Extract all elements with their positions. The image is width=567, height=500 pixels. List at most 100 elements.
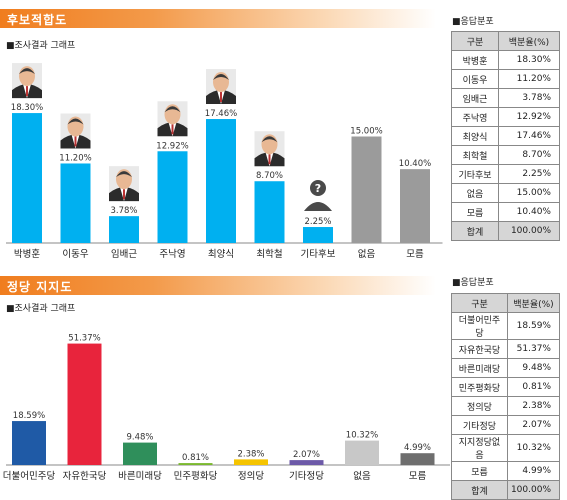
table-cell-category: 합계 xyxy=(451,480,508,500)
section-banner-candidate: 후보적합도 xyxy=(0,9,436,28)
bar-group: 18.59% 더불어민주당 xyxy=(3,411,56,482)
table-row: 민주평화당 0.81% xyxy=(451,377,561,397)
category-label: 임배근 xyxy=(111,248,137,260)
table-row: 모름 10.40% xyxy=(451,202,560,222)
table-header-percent: 백분율(%) xyxy=(506,293,561,313)
table-cell-category: 자유한국당 xyxy=(451,339,508,359)
unknown-body xyxy=(304,202,332,212)
bar-group: 10.40% 모름 xyxy=(399,159,431,260)
category-label: 더불어민주당 xyxy=(3,471,56,482)
table-cell-percent: 2.07% xyxy=(506,415,561,435)
table-cell-percent: 18.30% xyxy=(498,50,560,70)
table-cell-percent: 17.46% xyxy=(498,126,560,146)
data-label: 15.00% xyxy=(350,127,382,137)
table-cell-category: 주낙영 xyxy=(451,107,499,127)
table-cell-category: 최양식 xyxy=(451,126,499,146)
data-label: 18.30% xyxy=(11,103,43,113)
table-cell-category: 이동우 xyxy=(451,69,499,89)
bar-group: 17.46% 최양식 xyxy=(205,69,237,260)
data-label: 3.78% xyxy=(110,206,137,216)
table-row: 모름 4.99% xyxy=(451,461,561,481)
data-label: 9.48% xyxy=(126,433,153,443)
table-cell-category: 합계 xyxy=(451,221,499,241)
table-row: 기타정당 2.07% xyxy=(451,415,561,435)
category-label: 바른미래당 xyxy=(118,471,162,482)
table-row: 더불어민주당 18.59% xyxy=(451,312,561,340)
table-row: 지지정당없음 10.32% xyxy=(451,434,561,462)
portrait-hair xyxy=(19,68,35,75)
portrait-hair xyxy=(116,171,132,178)
category-label: 기타후보 xyxy=(301,249,336,260)
category-label: 기타정당 xyxy=(289,471,324,482)
bar xyxy=(12,113,42,243)
bar xyxy=(400,453,435,465)
table-cell-category: 기타후보 xyxy=(451,164,499,184)
category-label: 모름 xyxy=(409,471,427,482)
bar xyxy=(234,459,268,465)
section-title: 정당 지지도 xyxy=(7,280,73,294)
bar xyxy=(345,440,379,465)
category-label: 최양식 xyxy=(208,249,234,260)
section-title: 후보적합도 xyxy=(7,13,68,27)
bar-group: 0.81% 민주평화당 xyxy=(174,453,218,482)
portrait-hair xyxy=(213,74,229,81)
table-cell-category: 임배근 xyxy=(451,88,499,108)
table-row: 최양식 17.46% xyxy=(451,126,560,146)
portrait-hair xyxy=(67,118,84,125)
category-label: 이동우 xyxy=(62,249,88,260)
table-cell-category: 없음 xyxy=(451,183,499,203)
table-cell-percent: 4.99% xyxy=(506,461,561,481)
table-cell-percent: 2.38% xyxy=(506,396,561,416)
table-cell-percent: 12.92% xyxy=(498,107,560,127)
table-row: 기타후보 2.25% xyxy=(451,164,560,184)
bar-group: 9.48% 바른미래당 xyxy=(118,433,162,482)
section-banner-party: 정당 지지도 xyxy=(0,276,436,295)
bar xyxy=(303,227,333,243)
category-label: 민주평화당 xyxy=(174,471,218,482)
bar-group: 51.37% 자유한국당 xyxy=(63,334,107,482)
bar-group: 2.38% 정의당 xyxy=(234,449,268,482)
table-cell-percent: 0.81% xyxy=(506,377,561,397)
unknown-head xyxy=(310,180,326,197)
table-row: 주낙영 12.92% xyxy=(451,107,560,127)
data-label: 11.20% xyxy=(59,153,91,163)
table-cell-category: 지지정당없음 xyxy=(451,434,508,462)
table-cell-percent: 18.59% xyxy=(506,312,561,340)
table-row: 합계 100.00% xyxy=(451,480,561,500)
table-cell-percent: 10.40% xyxy=(498,202,560,222)
table-row: 박병훈 18.30% xyxy=(451,50,560,70)
party-support-chart: 18.59% 더불어민주당 51.37% 자유한국당 9.48% 바른미래당 0.81% 민주… xyxy=(3,334,450,482)
category-label: 없음 xyxy=(358,248,376,260)
bar xyxy=(67,343,102,465)
data-label: 2.38% xyxy=(237,449,264,459)
chart-subheading: ■조사결과 그래프 xyxy=(6,41,76,51)
data-label: 12.92% xyxy=(156,141,188,151)
bar-group: 15.00% 없음 xyxy=(350,127,382,261)
category-label: 자유한국당 xyxy=(63,471,107,482)
table-row: 임배근 3.78% xyxy=(451,88,560,108)
category-label: 최학철 xyxy=(256,249,282,260)
table-cell-category: 최학철 xyxy=(451,145,499,165)
data-label: 51.37% xyxy=(68,334,100,344)
table-cell-category: 민주평화당 xyxy=(451,377,508,397)
table-title: ■응답분포 xyxy=(452,17,494,27)
bar xyxy=(289,460,324,465)
data-label: 0.81% xyxy=(182,453,209,463)
bar xyxy=(12,421,46,465)
bar xyxy=(254,181,285,243)
bar xyxy=(60,163,91,243)
table-cell-category: 바른미래당 xyxy=(451,358,508,378)
table-row: 이동우 11.20% xyxy=(451,69,560,89)
table-row: 최학철 8.70% xyxy=(451,145,560,165)
table-cell-percent: 11.20% xyxy=(498,69,560,89)
bar-group: 4.99% 모름 xyxy=(400,443,435,482)
table-row: 자유한국당 51.37% xyxy=(451,339,561,359)
table-cell-category: 기타정당 xyxy=(451,415,508,435)
bar xyxy=(351,136,382,243)
data-label: 2.25% xyxy=(304,217,331,227)
data-label: 4.99% xyxy=(404,443,431,453)
table-header-category: 구분 xyxy=(451,31,499,51)
bar xyxy=(178,463,213,465)
table-row: 합계 100.00% xyxy=(451,221,560,241)
table-cell-percent: 10.32% xyxy=(506,434,561,462)
